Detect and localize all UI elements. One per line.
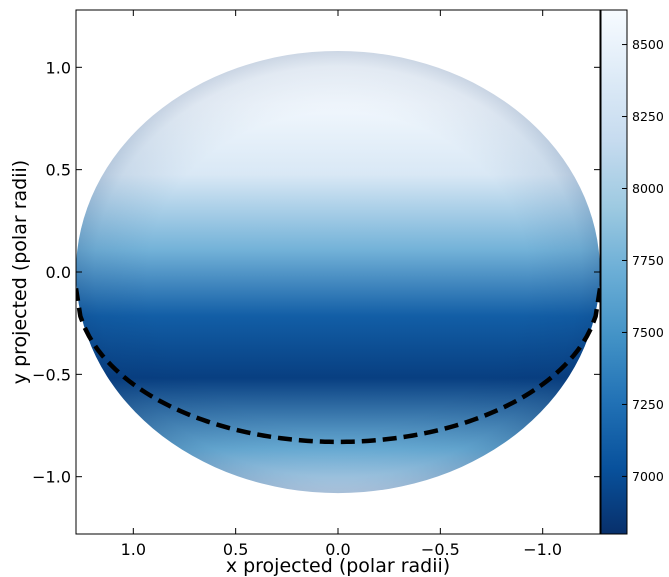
plot-area: [76, 50, 600, 494]
y-tick-label: 0.0: [46, 263, 71, 282]
x-tick-label: 0.0: [325, 540, 350, 559]
colorbar-tick-label: 7500: [632, 325, 664, 340]
colorbar-tick-label: 8250: [632, 109, 664, 124]
colorbar-tick-label: 8500: [632, 37, 664, 52]
x-axis-title: x projected (polar radii): [226, 555, 450, 577]
colorbar-ticks: 7000 7250 7500 7750 8000 8250 8500: [622, 37, 664, 484]
x-tick-label: 0.5: [223, 540, 248, 559]
y-tick-label: 1.0: [46, 58, 71, 77]
y-tick-label: 0.5: [46, 161, 71, 180]
limb-darkening-overlay: [76, 50, 600, 494]
x-tick-label: −1.0: [523, 540, 562, 559]
x-axis-ticks: 1.0 0.5 0.0 −0.5 −1.0: [121, 10, 562, 559]
colorbar-tick-label: 7250: [632, 397, 664, 412]
y-tick-label: −1.0: [32, 468, 71, 487]
x-tick-label: −0.5: [421, 540, 460, 559]
y-tick-label: −0.5: [32, 365, 71, 384]
colorbar-tick-label: 7000: [632, 469, 664, 484]
colorbar-tick-label: 8000: [632, 181, 664, 196]
colorbar: [600, 9, 628, 535]
y-axis-ticks: −1.0 −0.5 0.0 0.5 1.0: [32, 58, 600, 487]
x-tick-label: 1.0: [121, 540, 146, 559]
colorbar-tick-label: 7750: [632, 253, 664, 268]
y-axis-title: y projected (polar radii): [9, 160, 31, 384]
equator-dashed-curve: [76, 288, 600, 445]
